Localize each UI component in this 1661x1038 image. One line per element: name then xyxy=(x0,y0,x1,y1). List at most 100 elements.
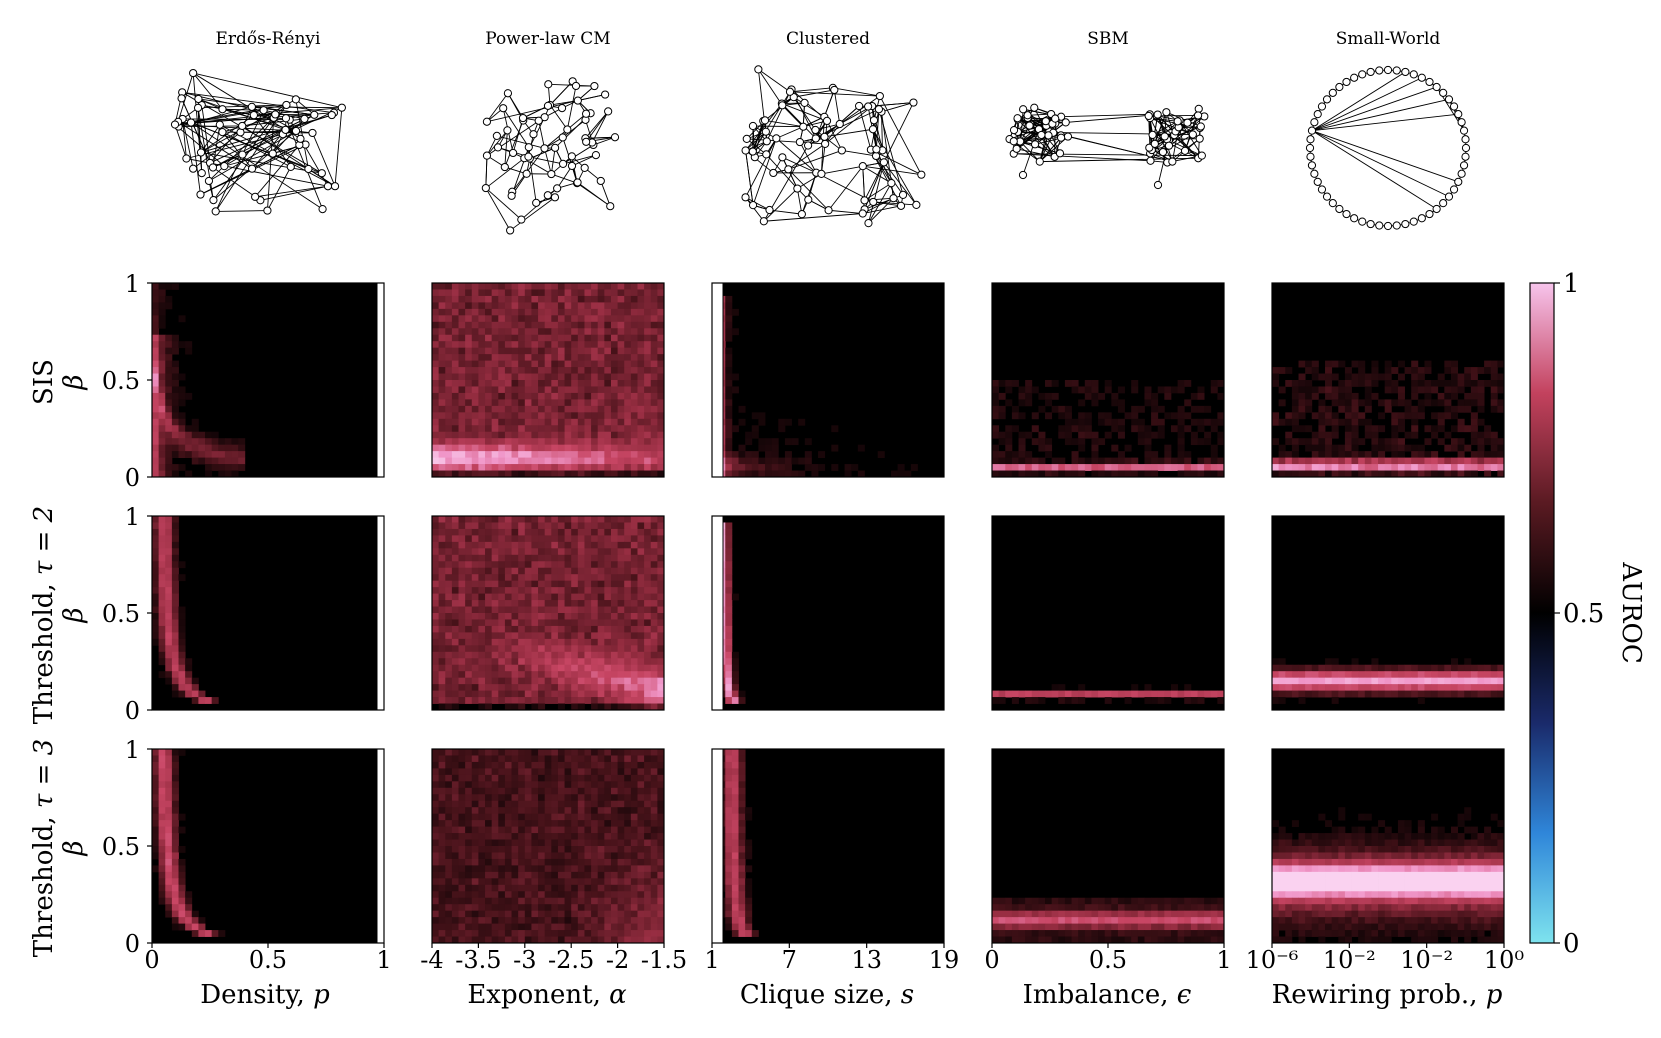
heatmap-cell xyxy=(1318,457,1326,465)
heatmap-cell xyxy=(504,787,512,795)
heatmap-cell xyxy=(158,451,166,458)
heatmap-cell xyxy=(624,360,632,368)
heatmap-cell xyxy=(610,625,618,633)
heatmap-cell xyxy=(551,917,559,924)
heatmap-cell xyxy=(1417,367,1425,374)
heatmap-cell xyxy=(1450,470,1458,478)
heatmap-cell xyxy=(465,541,473,549)
heatmap-cell xyxy=(445,522,453,530)
heatmap-cell xyxy=(597,904,605,912)
heatmap-cell xyxy=(758,470,766,478)
heatmap-cell xyxy=(544,412,552,420)
heatmap-cell xyxy=(577,600,585,607)
heatmap-cell xyxy=(465,800,473,808)
heatmap-cell xyxy=(584,774,592,782)
heatmap-cell xyxy=(610,839,618,847)
heatmap-cell xyxy=(211,464,219,471)
heatmap-cell xyxy=(725,328,733,336)
heatmap-cell xyxy=(531,761,539,769)
heatmap-cell xyxy=(811,470,819,478)
heatmap-cell xyxy=(564,839,572,847)
heatmap-cell xyxy=(1431,386,1439,394)
heatmap-cell xyxy=(518,632,526,640)
heatmap-cell xyxy=(630,548,638,556)
heatmap-cell xyxy=(485,858,493,866)
heatmap-cell xyxy=(604,884,612,892)
heatmap-cell xyxy=(725,554,733,562)
heatmap-cell xyxy=(564,574,572,582)
heatmap-cell xyxy=(1298,438,1306,446)
heatmap-cell xyxy=(485,321,493,329)
heatmap-cell xyxy=(1025,457,1033,465)
heatmap-cell xyxy=(577,813,585,821)
heatmap-cell xyxy=(531,846,539,853)
heatmap-cell xyxy=(591,781,599,789)
heatmap-cell xyxy=(485,625,493,633)
heatmap-cell xyxy=(637,865,645,873)
heatmap-cell xyxy=(725,386,733,394)
heatmap-cell xyxy=(564,891,572,899)
heatmap-cell xyxy=(478,354,486,361)
heatmap-cell xyxy=(584,405,592,413)
heatmap-cell xyxy=(584,451,592,458)
heatmap-cell xyxy=(544,464,552,471)
heatmap-cell xyxy=(1404,367,1412,374)
heatmap-cell xyxy=(584,619,592,627)
heatmap-cell xyxy=(1358,373,1366,381)
heatmap-cell xyxy=(617,761,625,769)
heatmap-cell xyxy=(1464,367,1472,374)
heatmap-cell xyxy=(165,593,173,601)
heatmap-cell xyxy=(158,826,166,834)
heatmap-cell xyxy=(1177,451,1185,458)
heatmap-cell xyxy=(445,774,453,782)
heatmap-cell xyxy=(1444,431,1452,439)
heatmap-cell xyxy=(1217,690,1225,698)
heatmap-cell xyxy=(171,360,179,368)
heatmap-cell xyxy=(1351,431,1359,439)
heatmap-cell xyxy=(637,425,645,433)
heatmap-cell xyxy=(610,567,618,575)
heatmap-cell xyxy=(538,632,546,640)
heatmap-cell xyxy=(498,839,506,847)
heatmap-cell xyxy=(857,444,865,452)
heatmap-cell xyxy=(584,651,592,659)
heatmap-cell xyxy=(538,464,546,471)
heatmap-cell xyxy=(498,412,506,420)
heatmap-cell xyxy=(725,380,733,387)
heatmap-cell xyxy=(458,820,466,827)
heatmap-cell xyxy=(591,910,599,918)
heatmap-cell xyxy=(451,600,459,607)
heatmap-cell xyxy=(544,846,552,853)
heatmap-cell xyxy=(604,347,612,355)
heatmap-cell xyxy=(557,833,565,840)
heatmap-cell xyxy=(584,936,592,944)
heatmap-cell xyxy=(504,820,512,827)
heatmap-cell xyxy=(571,600,579,607)
heatmap-cell xyxy=(591,367,599,374)
heatmap-cell xyxy=(511,412,519,420)
heatmap-cell xyxy=(564,645,572,653)
heatmap-cell xyxy=(178,923,186,931)
heatmap-cell xyxy=(637,697,645,704)
heatmap-cell xyxy=(557,904,565,912)
heatmap-cell xyxy=(504,749,512,756)
heatmap-cell xyxy=(897,464,905,471)
heatmap-cell xyxy=(1144,457,1152,465)
heatmap-cell xyxy=(571,858,579,866)
heatmap-cell xyxy=(511,846,519,853)
heatmap-cell xyxy=(630,451,638,458)
heatmap-cell xyxy=(745,923,753,931)
heatmap-cell xyxy=(617,470,625,478)
heatmap-cell xyxy=(218,451,226,458)
heatmap-cell xyxy=(910,464,918,471)
heatmap-cell xyxy=(1450,444,1458,452)
heatmap-cell xyxy=(564,425,572,433)
heatmap-cell xyxy=(504,703,512,711)
heatmap-cell xyxy=(465,671,473,679)
heatmap-cell xyxy=(644,444,652,452)
heatmap-cell xyxy=(551,690,559,698)
heatmap-cell xyxy=(544,632,552,640)
heatmap-cell xyxy=(584,917,592,924)
heatmap-cell xyxy=(478,800,486,808)
heatmap-cell xyxy=(577,289,585,297)
